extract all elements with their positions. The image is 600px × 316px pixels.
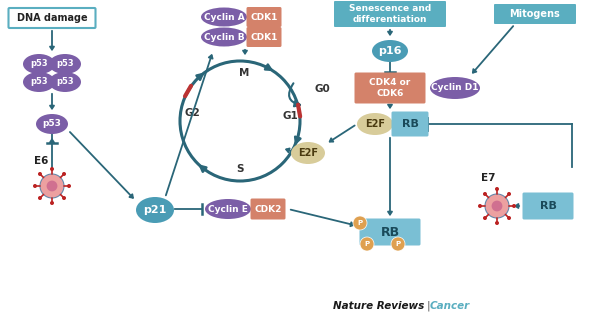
Circle shape xyxy=(62,172,66,176)
Ellipse shape xyxy=(136,197,174,223)
Circle shape xyxy=(485,194,509,218)
Ellipse shape xyxy=(49,54,81,74)
Circle shape xyxy=(483,216,487,220)
FancyBboxPatch shape xyxy=(334,1,446,27)
Text: G1: G1 xyxy=(282,111,298,121)
Text: p53: p53 xyxy=(30,77,48,87)
Circle shape xyxy=(38,196,42,200)
Circle shape xyxy=(391,237,405,251)
FancyBboxPatch shape xyxy=(355,72,425,104)
Text: p53: p53 xyxy=(30,59,48,69)
Circle shape xyxy=(478,204,482,208)
Circle shape xyxy=(38,172,42,176)
Text: Cyclin A: Cyclin A xyxy=(203,13,244,21)
Text: P: P xyxy=(358,220,362,226)
Circle shape xyxy=(47,181,58,191)
Text: Cyclin B: Cyclin B xyxy=(203,33,244,41)
FancyBboxPatch shape xyxy=(8,8,95,28)
Circle shape xyxy=(507,216,511,220)
Circle shape xyxy=(360,237,374,251)
Text: RB: RB xyxy=(401,119,418,129)
Text: Senescence and
differentiation: Senescence and differentiation xyxy=(349,4,431,24)
Text: Nature Reviews: Nature Reviews xyxy=(333,301,424,311)
Text: Cyclin D1: Cyclin D1 xyxy=(431,83,479,93)
Circle shape xyxy=(495,187,499,191)
Text: CDK2: CDK2 xyxy=(254,204,281,214)
Ellipse shape xyxy=(23,72,55,92)
Circle shape xyxy=(507,192,511,196)
FancyBboxPatch shape xyxy=(523,192,574,220)
Circle shape xyxy=(50,201,54,205)
Circle shape xyxy=(40,174,64,198)
Text: p53: p53 xyxy=(43,119,61,129)
Ellipse shape xyxy=(430,77,480,99)
Text: P: P xyxy=(364,241,370,247)
Ellipse shape xyxy=(201,8,247,27)
Ellipse shape xyxy=(49,72,81,92)
Text: p53: p53 xyxy=(56,77,74,87)
Ellipse shape xyxy=(357,113,393,135)
Circle shape xyxy=(67,184,71,188)
FancyBboxPatch shape xyxy=(247,7,281,27)
FancyBboxPatch shape xyxy=(359,218,421,246)
Text: CDK4 or
CDK6: CDK4 or CDK6 xyxy=(370,78,410,98)
FancyBboxPatch shape xyxy=(251,198,286,220)
Text: p21: p21 xyxy=(143,205,167,215)
Text: CDK1: CDK1 xyxy=(250,33,278,41)
Text: p16: p16 xyxy=(378,46,402,56)
Text: M: M xyxy=(239,68,249,78)
Circle shape xyxy=(353,216,367,230)
Text: Cyclin E: Cyclin E xyxy=(208,204,248,214)
Text: E2F: E2F xyxy=(365,119,385,129)
FancyBboxPatch shape xyxy=(494,4,576,24)
Ellipse shape xyxy=(372,40,408,62)
Ellipse shape xyxy=(291,142,325,164)
FancyBboxPatch shape xyxy=(392,112,428,137)
Ellipse shape xyxy=(23,54,55,74)
Circle shape xyxy=(512,204,516,208)
Text: RB: RB xyxy=(539,201,556,211)
Circle shape xyxy=(33,184,37,188)
Text: DNA damage: DNA damage xyxy=(17,13,88,23)
Circle shape xyxy=(50,167,54,171)
Text: |: | xyxy=(427,301,431,311)
Circle shape xyxy=(495,221,499,225)
Text: S: S xyxy=(236,164,244,174)
FancyBboxPatch shape xyxy=(247,27,281,47)
Text: G0: G0 xyxy=(314,84,330,94)
FancyArrowPatch shape xyxy=(289,83,300,106)
Text: G2: G2 xyxy=(184,108,200,118)
Circle shape xyxy=(483,192,487,196)
Ellipse shape xyxy=(36,114,68,134)
Text: E7: E7 xyxy=(481,173,495,183)
Text: Cancer: Cancer xyxy=(430,301,470,311)
Ellipse shape xyxy=(201,27,247,46)
Text: E6: E6 xyxy=(34,156,48,166)
Ellipse shape xyxy=(205,199,251,219)
Text: CDK1: CDK1 xyxy=(250,13,278,21)
Text: E2F: E2F xyxy=(298,148,318,158)
Circle shape xyxy=(62,196,66,200)
Text: P: P xyxy=(395,241,401,247)
Text: p53: p53 xyxy=(56,59,74,69)
Circle shape xyxy=(491,201,502,211)
Text: RB: RB xyxy=(380,226,400,239)
Text: Mitogens: Mitogens xyxy=(509,9,560,19)
